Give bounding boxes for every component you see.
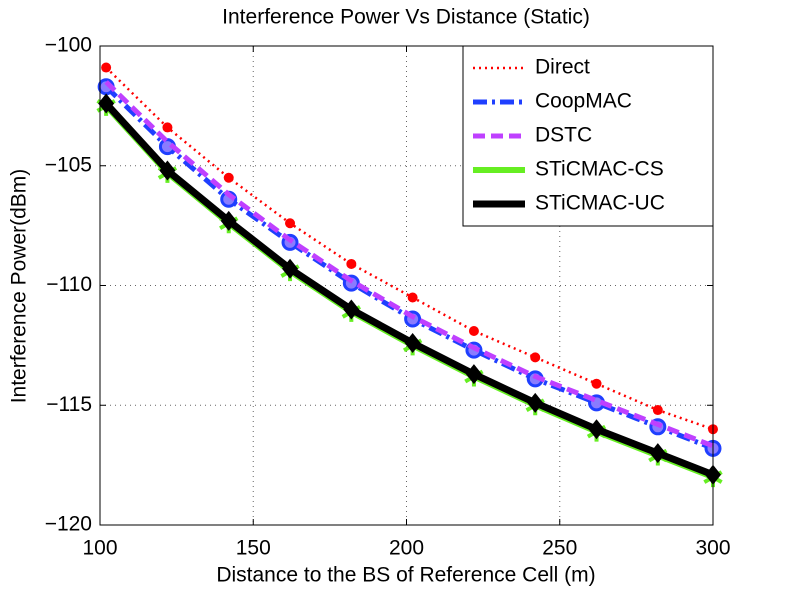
marker: [220, 210, 237, 231]
legend-label: STiCMAC-UC: [535, 192, 665, 215]
y-tick-label: −115: [46, 393, 92, 416]
x-tick-label: 250: [542, 537, 577, 560]
marker: [343, 299, 360, 320]
marker: [527, 392, 544, 413]
y-tick-label: −100: [45, 34, 92, 57]
x-tick-label: 150: [236, 537, 271, 560]
marker: [162, 122, 173, 133]
y-tick-label: −120: [45, 513, 92, 536]
legend-label: STiCMAC-CS: [535, 158, 664, 181]
chart-title: Interference Power Vs Distance (Static): [222, 6, 590, 29]
axes-box: [99, 45, 714, 526]
x-tick-label: 100: [82, 537, 117, 560]
marker: [465, 364, 482, 385]
marker: [101, 62, 112, 73]
legend-label: Direct: [535, 56, 590, 79]
y-axis-label: Interference Power(dBm): [8, 169, 31, 404]
marker: [285, 218, 296, 229]
marker: [530, 352, 541, 363]
x-tick-label: 200: [389, 537, 424, 560]
marker: [468, 326, 479, 337]
legend-label: CoopMAC: [535, 90, 632, 113]
marker: [223, 172, 234, 183]
marker: [346, 258, 357, 269]
legend-box: [462, 45, 714, 227]
x-axis-label: Distance to the BS of Reference Cell (m): [216, 564, 595, 587]
y-tick-label: −105: [45, 153, 92, 176]
marker: [407, 292, 418, 303]
marker: [652, 405, 663, 416]
marker: [282, 258, 299, 279]
marker: [649, 443, 666, 464]
series-line: [104, 80, 714, 449]
marker: [404, 332, 421, 353]
marker: [98, 93, 115, 114]
marker: [591, 378, 602, 389]
marker: [159, 160, 176, 181]
x-tick-label: 300: [695, 537, 730, 560]
y-tick-label: −110: [46, 273, 92, 296]
legend-label: DSTC: [535, 124, 592, 147]
marker: [588, 419, 605, 440]
